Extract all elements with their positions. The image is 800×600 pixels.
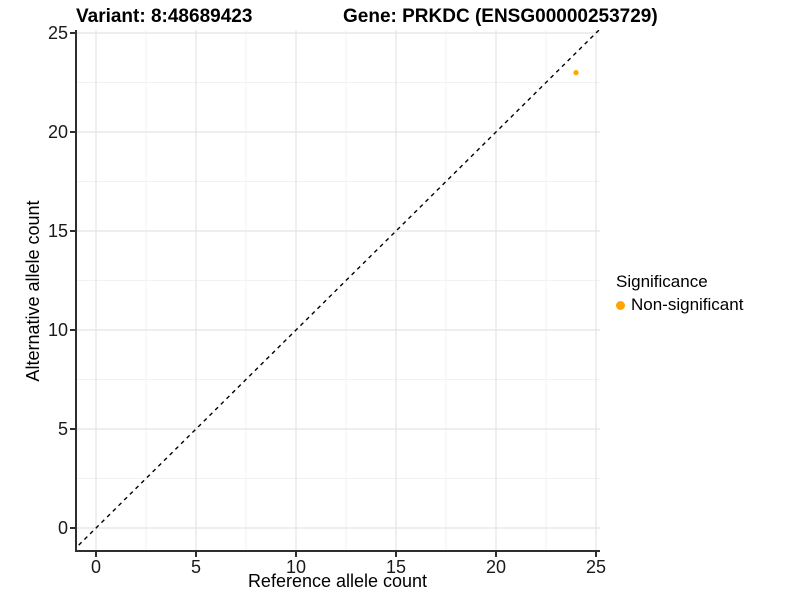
y-tick-label: 10 bbox=[47, 320, 68, 340]
y-tick-label: 25 bbox=[47, 23, 68, 43]
plot-title-variant: Variant: 8:48689423 bbox=[76, 6, 253, 27]
y-tick-mark bbox=[70, 428, 75, 430]
x-tick-mark bbox=[495, 552, 497, 557]
legend-key-dot-icon bbox=[616, 300, 625, 310]
x-tick-mark bbox=[395, 552, 397, 557]
plot-title-gene: Gene: PRKDC (ENSG00000253729) bbox=[343, 6, 658, 27]
y-tick-mark bbox=[70, 329, 75, 331]
y-tick-label: 15 bbox=[47, 221, 68, 241]
plot-panel bbox=[75, 30, 600, 552]
x-tick-mark bbox=[195, 552, 197, 557]
x-tick-label: 25 bbox=[585, 557, 607, 577]
y-tick-label: 5 bbox=[57, 419, 68, 439]
identity-line bbox=[75, 30, 600, 550]
y-tick-mark bbox=[70, 527, 75, 529]
y-tick-label: 20 bbox=[47, 122, 68, 142]
y-tick-label: 0 bbox=[57, 518, 68, 538]
x-tick-mark bbox=[295, 552, 297, 557]
x-tick-label: 20 bbox=[485, 557, 507, 577]
x-tick-mark bbox=[95, 552, 97, 557]
y-tick-mark bbox=[70, 32, 75, 34]
y-tick-mark bbox=[70, 131, 75, 133]
legend-item-label: Non-significant bbox=[631, 295, 744, 314]
legend-title: Significance bbox=[616, 272, 708, 291]
data-point bbox=[573, 70, 579, 76]
y-axis-title: Alternative allele count bbox=[23, 200, 43, 382]
x-tick-label: 15 bbox=[385, 557, 407, 577]
legend: Significance Non-significant bbox=[616, 272, 743, 315]
x-axis-title: Reference allele count bbox=[247, 571, 428, 591]
x-tick-label: 5 bbox=[190, 557, 201, 577]
x-tick-label: 10 bbox=[285, 557, 307, 577]
y-tick-mark bbox=[70, 230, 75, 232]
legend-item-non-significant: Non-significant bbox=[616, 295, 743, 315]
x-tick-label: 0 bbox=[90, 557, 101, 577]
x-tick-mark bbox=[595, 552, 597, 557]
